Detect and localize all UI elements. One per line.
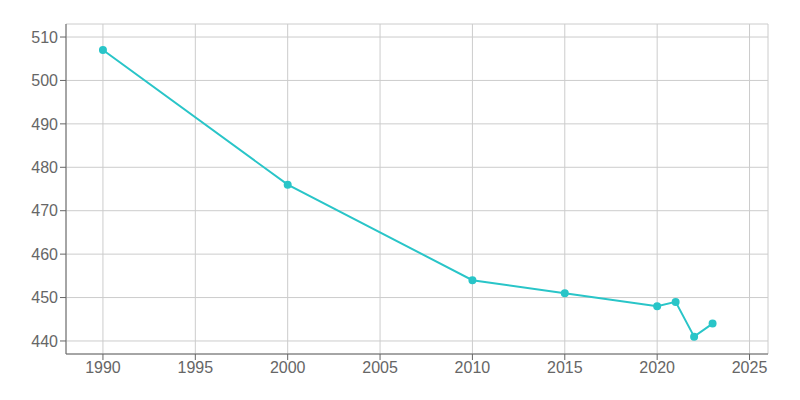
svg-text:2025: 2025 <box>732 359 768 376</box>
svg-text:2020: 2020 <box>639 359 675 376</box>
svg-text:450: 450 <box>31 289 58 306</box>
svg-text:510: 510 <box>31 29 58 46</box>
svg-text:2010: 2010 <box>455 359 491 376</box>
svg-text:500: 500 <box>31 72 58 89</box>
svg-text:1995: 1995 <box>178 359 214 376</box>
svg-text:440: 440 <box>31 333 58 350</box>
svg-text:2005: 2005 <box>362 359 398 376</box>
svg-text:460: 460 <box>31 246 58 263</box>
svg-text:2015: 2015 <box>547 359 583 376</box>
svg-text:2000: 2000 <box>270 359 306 376</box>
svg-text:470: 470 <box>31 202 58 219</box>
svg-text:480: 480 <box>31 159 58 176</box>
svg-text:490: 490 <box>31 116 58 133</box>
svg-text:1990: 1990 <box>85 359 121 376</box>
